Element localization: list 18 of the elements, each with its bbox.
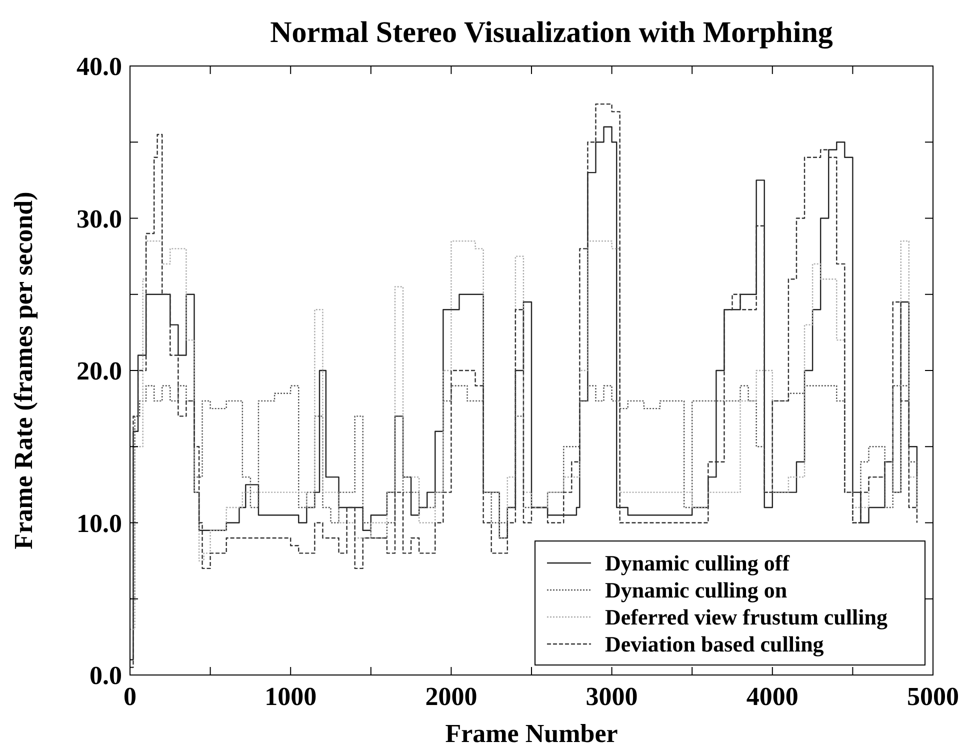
y-tick-label: 0.0: [90, 661, 122, 690]
y-axis-title: Frame Rate (frames per second): [9, 192, 38, 550]
x-tick-label: 2000: [425, 682, 478, 711]
x-tick-label: 0: [124, 682, 136, 711]
y-tick-label: 10.0: [76, 508, 122, 538]
y-tick-label: 40.0: [76, 52, 122, 82]
x-tick-label: 5000: [907, 682, 959, 711]
x-axis-title: Frame Number: [445, 719, 618, 748]
x-tick-label: 3000: [586, 682, 638, 711]
x-tick-label: 1000: [264, 682, 317, 711]
y-tick-label: 20.0: [76, 356, 122, 386]
y-tick-label: 30.0: [76, 204, 122, 234]
legend-label: Dynamic culling off: [605, 550, 790, 576]
legend-label: Deferred view frustum culling: [605, 604, 888, 630]
legend-label: Dynamic culling on: [605, 578, 788, 603]
chart-title: Normal Stereo Visualization with Morphing: [270, 16, 833, 49]
legend-label: Deviation based culling: [605, 632, 824, 657]
x-tick-label: 4000: [746, 682, 798, 711]
